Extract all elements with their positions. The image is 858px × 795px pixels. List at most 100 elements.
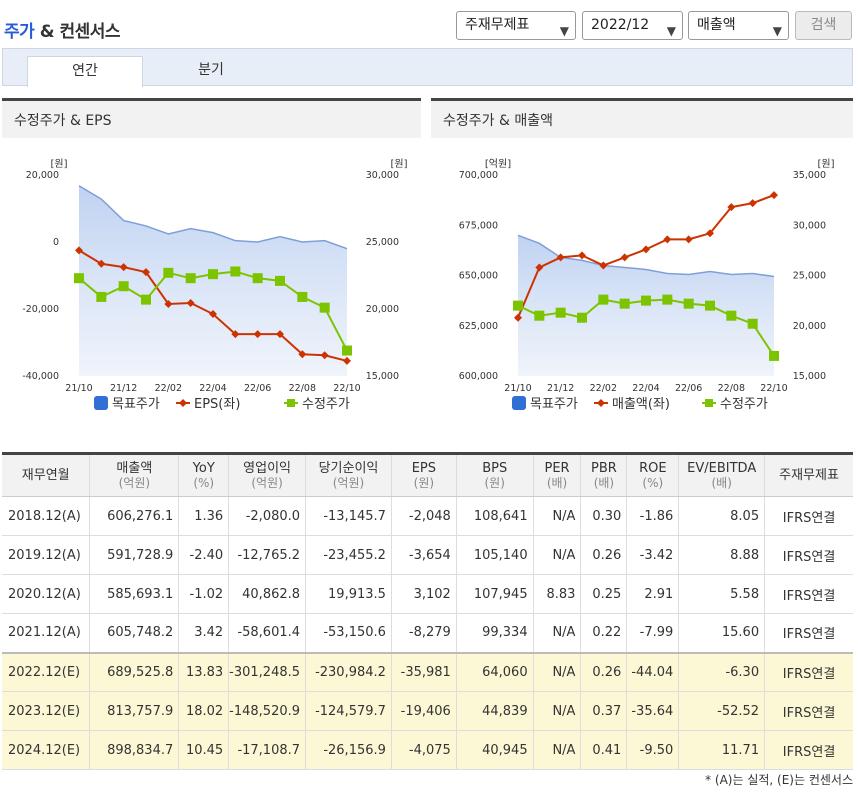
square-point xyxy=(726,310,737,321)
column-header-label: BPS xyxy=(482,460,508,476)
x-tick-label: 22/08 xyxy=(718,383,745,394)
square-point xyxy=(275,275,285,286)
square-point xyxy=(641,295,651,306)
table-cell: 8.88 xyxy=(678,535,766,575)
column-header-unit: (원) xyxy=(484,475,505,490)
right-tick-label: 35,000 xyxy=(793,170,826,181)
column-header-label: 영업이익 xyxy=(243,460,292,476)
column-header-label: 매출액 xyxy=(116,460,153,476)
diamond-point xyxy=(727,203,736,212)
period-select[interactable]: 2022/12 ▼ xyxy=(582,11,683,40)
legend-label: 목표주가 xyxy=(112,397,160,412)
table-cell: -35.64 xyxy=(626,691,680,731)
diamond-point xyxy=(142,268,150,277)
legend-swatch xyxy=(705,399,713,407)
table-cell: -1.02 xyxy=(178,574,230,614)
diamond-point xyxy=(276,330,284,339)
column-header-unit: (%) xyxy=(193,475,215,490)
table-cell: -9.50 xyxy=(626,730,680,770)
table-cell: 99,334 xyxy=(456,613,534,653)
table-cell: IFRS연결 xyxy=(764,651,853,692)
diamond-point xyxy=(599,261,608,270)
table-cell: -13,145.7 xyxy=(305,496,392,536)
chevron-down-icon: ▼ xyxy=(772,24,782,38)
diamond-point xyxy=(642,245,650,254)
left-tick-label: 700,000 xyxy=(459,170,498,181)
left-tick-label: 20,000 xyxy=(26,170,59,181)
table-cell: N/A xyxy=(533,496,582,536)
table-cell: N/A xyxy=(533,613,582,653)
tab-quarterly[interactable]: 분기 xyxy=(198,62,224,78)
left-tick-label: 675,000 xyxy=(459,220,498,231)
table-cell: 0.25 xyxy=(580,574,628,614)
table-cell: 44,839 xyxy=(456,691,534,731)
table-cell: IFRS연결 xyxy=(764,730,853,770)
square-point xyxy=(141,294,151,305)
legend-swatch xyxy=(597,399,605,407)
table-cell: -58,601.4 xyxy=(228,613,307,653)
table-cell: 5.58 xyxy=(678,574,766,614)
legend-label: 매출액(좌) xyxy=(612,397,670,412)
table-cell: IFRS연결 xyxy=(764,613,853,653)
table-cell: -53,150.6 xyxy=(305,613,392,653)
legend: 목표주가 EPS(좌) 수정주가 xyxy=(94,396,350,412)
column-header-label: 당기순이익 xyxy=(318,460,379,476)
table-cell: 591,728.9 xyxy=(89,535,180,575)
chart-revenue-title: 수정주가 & 매출액 xyxy=(431,98,853,138)
x-tick-label: 22/02 xyxy=(155,383,182,394)
square-point xyxy=(252,273,263,284)
table-cell: 585,693.1 xyxy=(89,574,180,614)
column-header-label: PER xyxy=(544,460,570,476)
tab-annual[interactable]: 연간 xyxy=(27,56,143,87)
right-tick-label: 30,000 xyxy=(793,220,826,231)
square-point xyxy=(163,267,174,278)
table-cell: 15.60 xyxy=(678,613,766,653)
table-cell: 2020.12(A) xyxy=(2,574,91,614)
standard-select[interactable]: 주재무제표 ▼ xyxy=(456,11,576,40)
x-tick-label: 22/06 xyxy=(244,383,271,394)
table-header-row: 재무연월 매출액 (억원) YoY (%) 영업이익 (억원) 당기순이익 (억원) EPS (원)… xyxy=(2,453,853,497)
column-header-unit: (%) xyxy=(642,475,664,490)
chart-eps: 수정주가 & EPS [원] [원] 20,000 0 -20,000 -40,000 30… xyxy=(2,98,421,438)
table-cell: 813,757.9 xyxy=(89,691,180,731)
column-header: PER (배) xyxy=(533,453,582,497)
right-axis-unit: [원] xyxy=(390,158,407,170)
square-point xyxy=(769,350,779,361)
column-header: 매출액 (억원) xyxy=(89,453,180,497)
table-cell: -19,406 xyxy=(391,691,457,731)
legend-label: 수정주가 xyxy=(302,397,350,412)
left-tick-label: 600,000 xyxy=(459,371,498,382)
title-amp: & xyxy=(34,22,60,42)
legend-label: EPS(좌) xyxy=(194,397,240,412)
legend: 목표주가 매출액(좌) 수정주가 xyxy=(512,396,768,412)
x-tick-label: 22/10 xyxy=(333,383,360,394)
left-tick-label: 625,000 xyxy=(459,321,498,332)
diamond-point xyxy=(578,251,586,260)
search-button[interactable]: 검색 xyxy=(795,11,852,40)
table-cell: 3,102 xyxy=(391,574,457,614)
metric-select[interactable]: 매출액 ▼ xyxy=(688,11,789,40)
right-tick-label: 30,000 xyxy=(366,170,399,181)
right-tick-label: 20,000 xyxy=(366,304,399,315)
column-header: YoY (%) xyxy=(178,453,230,497)
x-tick-label: 22/02 xyxy=(590,383,617,394)
column-header-label: EPS xyxy=(411,460,437,476)
legend-label: 목표주가 xyxy=(530,397,578,412)
right-tick-label: 15,000 xyxy=(793,371,826,382)
chevron-down-icon: ▼ xyxy=(559,24,569,38)
legend-swatch xyxy=(94,396,108,410)
diamond-point xyxy=(684,235,693,244)
tab-bar: 연간 분기 xyxy=(2,48,853,87)
table-cell: 18.02 xyxy=(178,691,230,731)
table-cell: 2023.12(E) xyxy=(2,691,91,731)
table-cell: -124,579.7 xyxy=(305,691,392,731)
table-cell: -301,248.5 xyxy=(228,651,307,692)
column-header-label: 주재무제표 xyxy=(779,468,839,483)
diamond-point xyxy=(164,299,173,308)
table-cell: 0.26 xyxy=(580,651,628,692)
table-row: 2019.12(A) 591,728.9 -2.40 -12,765.2 -23,455… xyxy=(2,535,853,575)
table-cell: N/A xyxy=(533,730,582,770)
table-row: 2023.12(E) 813,757.9 18.02 -148,520.9 -124,5… xyxy=(2,691,853,731)
diamond-point xyxy=(231,330,240,339)
table-cell: -3.42 xyxy=(626,535,680,575)
